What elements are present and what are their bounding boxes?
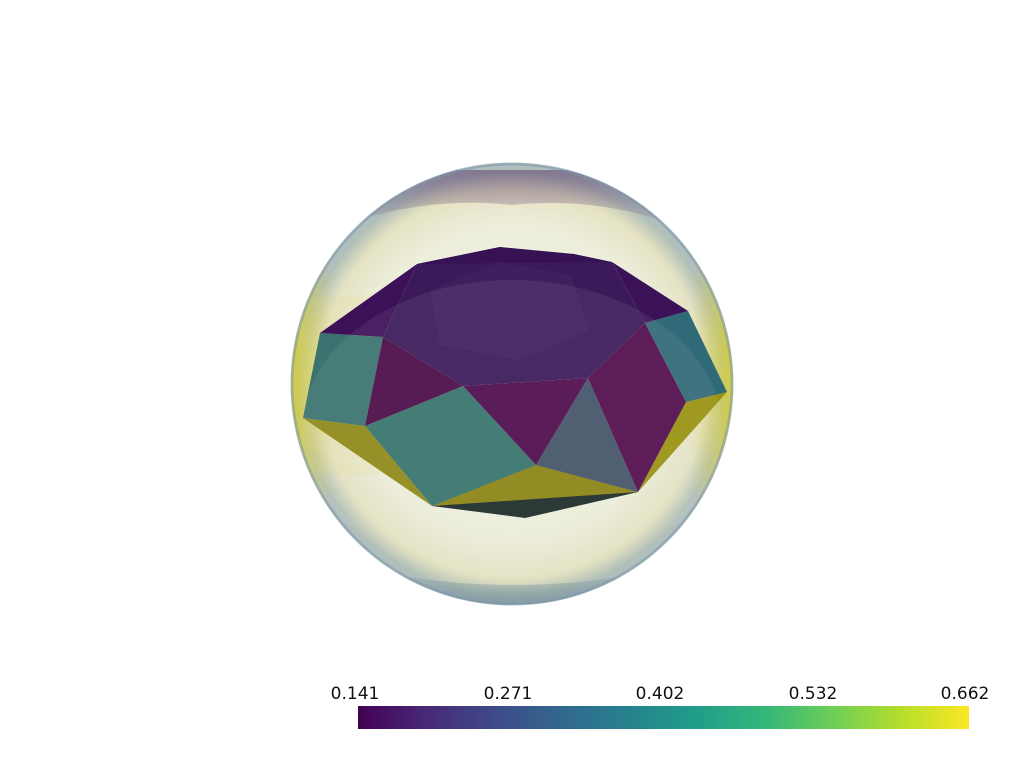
sphere-front-sheen <box>302 280 722 580</box>
inner-polyhedron <box>303 247 727 518</box>
